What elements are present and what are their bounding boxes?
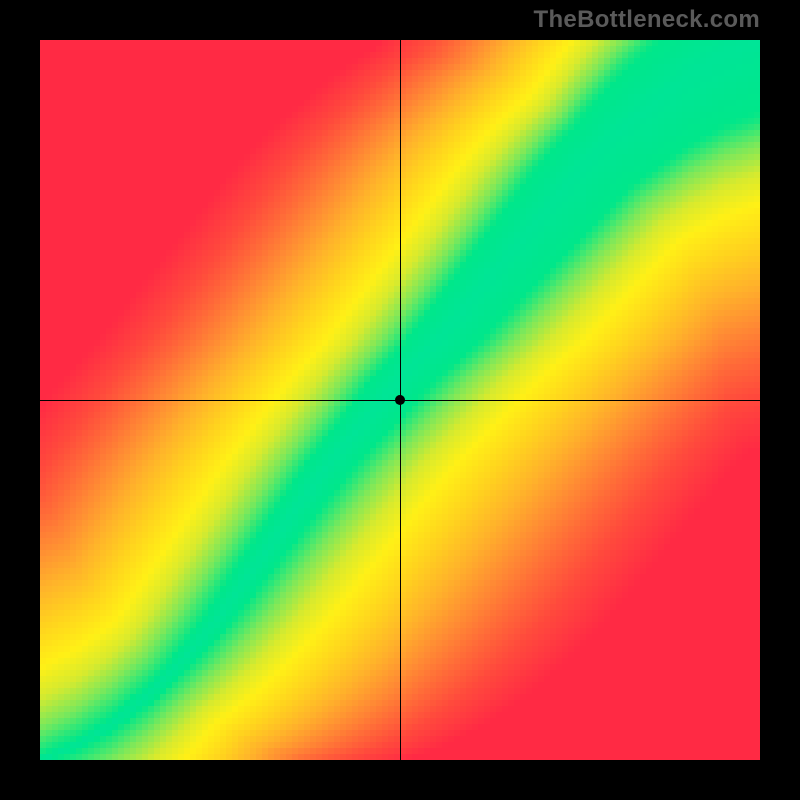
chart-frame: TheBottleneck.com [0, 0, 800, 800]
watermark-text: TheBottleneck.com [534, 6, 760, 34]
bottleneck-heatmap [40, 40, 760, 760]
